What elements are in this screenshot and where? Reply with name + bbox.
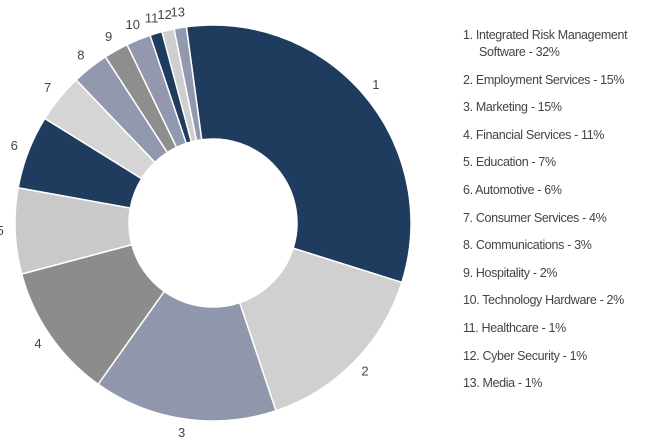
legend-entry: 12. Cyber Security - 1%	[463, 348, 587, 363]
donut-slice	[238, 247, 403, 412]
legend-entry: 2. Employment Services - 15%	[463, 72, 625, 87]
slice-label: 4	[34, 336, 41, 351]
legend-entry: 8. Communications - 3%	[463, 238, 592, 253]
slice-label: 3	[178, 425, 185, 440]
legend-entry: 7. Consumer Services - 4%	[463, 210, 607, 225]
slice-label: 6	[11, 138, 18, 153]
slice-label: 13	[170, 4, 184, 19]
legend-entry: 10. Technology Hardware - 2%	[463, 293, 624, 308]
slice-label: 10	[126, 17, 140, 32]
legend-entry: 3. Marketing - 15%	[463, 100, 562, 115]
legend-entry: 5. Education - 7%	[463, 155, 556, 170]
slice-label: 11	[145, 10, 159, 25]
legend-entry: 1. Integrated Risk Management Software -…	[463, 28, 628, 59]
slice-label: 9	[105, 29, 112, 44]
legend-entry: 4. Financial Services - 11%	[463, 127, 605, 142]
slice-label: 1	[372, 77, 379, 92]
legend-entry: 13. Media - 1%	[463, 376, 543, 391]
slice-label: 5	[0, 223, 4, 238]
slice-label: 2	[361, 364, 368, 379]
legend-entry: 6. Automotive - 6%	[463, 182, 562, 197]
slice-label: 7	[44, 80, 51, 95]
slice-label: 12	[157, 7, 171, 22]
legend: 1. Integrated Risk Management Software -…	[463, 27, 649, 403]
slice-label: 8	[77, 47, 84, 62]
donut-slice	[97, 290, 277, 422]
legend-entry: 11. Healthcare - 1%	[463, 320, 566, 335]
donut-slice	[185, 24, 412, 284]
donut-slice	[173, 25, 203, 142]
legend-entry: 9. Hospitality - 2%	[463, 265, 558, 280]
